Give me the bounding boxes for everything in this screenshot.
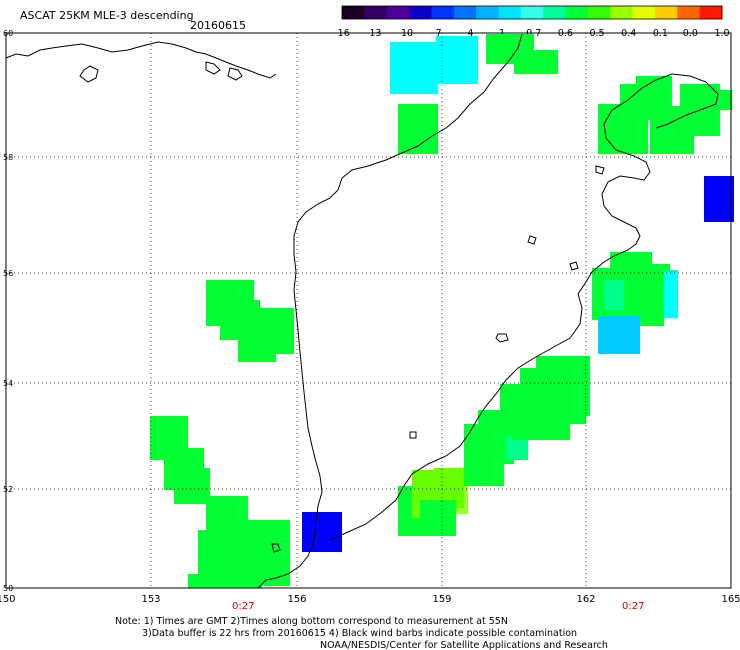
wind-cell xyxy=(696,90,732,110)
colorbar-swatch xyxy=(342,6,365,19)
colorbar-swatch xyxy=(520,6,544,19)
product-label: ASCAT 25KM MLE-3 descending xyxy=(20,9,194,22)
island-outline xyxy=(227,67,243,81)
wind-cells xyxy=(150,34,734,588)
wind-cell xyxy=(624,264,664,326)
grid xyxy=(6,33,731,588)
time-mark-right: 0:27 xyxy=(622,601,644,612)
wind-cell xyxy=(660,272,678,318)
kamchatka-west-coast xyxy=(257,33,523,589)
y-tick-labels: 60 58 56 54 52 50 xyxy=(3,29,13,593)
wind-cell xyxy=(420,500,456,536)
okhotsk-north-coast xyxy=(5,41,277,79)
colorbar-swatch xyxy=(386,6,410,19)
note-line-3: NOAA/NESDIS/Center for Satellite Applica… xyxy=(320,640,608,650)
wind-cell xyxy=(598,316,640,354)
island-outline xyxy=(409,431,417,439)
island-outline xyxy=(569,261,579,271)
wind-cell xyxy=(252,308,294,354)
colorbar-frame xyxy=(341,5,723,20)
wind-cell xyxy=(390,42,438,94)
colorbar-swatch xyxy=(654,6,678,19)
time-mark-left: 0:27 xyxy=(232,601,254,612)
x-tick-label: 162 xyxy=(576,594,595,605)
wind-cell xyxy=(436,36,478,84)
colorbar-swatch xyxy=(699,6,723,19)
colorbar-swatch xyxy=(565,6,589,19)
wind-cell xyxy=(704,176,734,222)
x-tick-label: 165 xyxy=(721,594,740,605)
kamchatka-east-coast xyxy=(329,73,719,541)
colorbar-swatch xyxy=(498,6,522,19)
island-outline xyxy=(79,65,99,83)
wind-cell xyxy=(514,50,558,74)
x-tick-label: 153 xyxy=(141,594,160,605)
colorbar-swatch xyxy=(587,6,611,19)
wind-cell xyxy=(188,574,262,588)
colorbar-swatch xyxy=(431,6,455,19)
x-tick-labels: 150 153 156 159 162 165 xyxy=(0,594,740,605)
y-tick-label: 56 xyxy=(3,269,13,278)
y-tick-label: 50 xyxy=(3,584,13,593)
colorbar-swatch xyxy=(610,6,634,19)
wind-cell xyxy=(302,512,342,552)
island-outline xyxy=(595,165,605,175)
colorbar-swatch xyxy=(476,6,499,19)
island-outline xyxy=(495,333,509,343)
y-tick-label: 60 xyxy=(3,29,13,38)
colorbar-swatch xyxy=(677,6,701,19)
colorbar-swatch xyxy=(543,6,567,19)
plot-frame xyxy=(5,32,732,589)
island-outline xyxy=(205,61,221,75)
note-line-2: 3)Data buffer is 22 hrs from 20160615 4)… xyxy=(142,628,577,639)
coastline xyxy=(5,33,719,589)
x-tick-label: 156 xyxy=(287,594,306,605)
wind-cell xyxy=(174,468,210,504)
y-tick-label: 54 xyxy=(3,379,13,388)
colorbar-swatch xyxy=(453,6,477,19)
x-tick-label: 159 xyxy=(432,594,451,605)
wind-cell xyxy=(538,374,586,424)
colorbar-swatch xyxy=(409,6,432,19)
island-outline xyxy=(271,543,281,553)
x-tick-label: 150 xyxy=(0,594,16,605)
wind-cell xyxy=(604,280,624,310)
colorbar-swatch xyxy=(364,6,388,19)
island-outline xyxy=(527,235,537,245)
colorbar-swatch xyxy=(632,6,656,19)
date-label: 20160615 xyxy=(190,19,246,32)
note-line-1: Note: 1) Times are GMT 2)Times along bot… xyxy=(115,616,508,627)
y-tick-label: 58 xyxy=(3,153,13,162)
y-tick-label: 52 xyxy=(3,485,13,494)
